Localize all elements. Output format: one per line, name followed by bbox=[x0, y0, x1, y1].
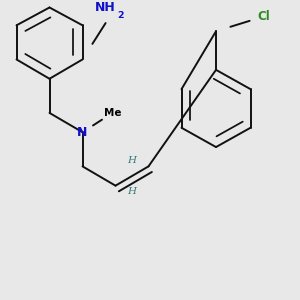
Text: Me: Me bbox=[104, 108, 121, 118]
Text: Cl: Cl bbox=[258, 10, 270, 23]
Text: N: N bbox=[77, 126, 88, 139]
Text: 2: 2 bbox=[117, 11, 124, 20]
Text: H: H bbox=[128, 156, 136, 165]
Text: NH: NH bbox=[95, 1, 116, 14]
Text: H: H bbox=[128, 187, 136, 196]
